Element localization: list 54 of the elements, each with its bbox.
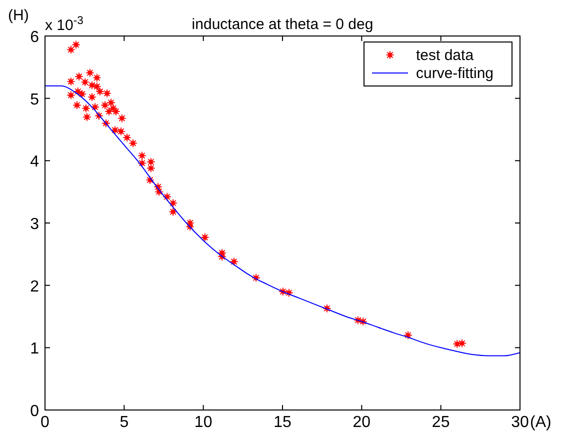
point (116, 127, 126, 136)
point (92, 82, 102, 91)
point (88, 92, 96, 102)
point (230, 257, 238, 266)
point (96, 87, 104, 96)
point (102, 89, 112, 98)
point (86, 68, 94, 78)
point (146, 164, 156, 172)
x-tick-label: 25 (432, 414, 450, 431)
point (74, 72, 84, 81)
chart-title: inductance at theta = 0 deg (192, 16, 374, 33)
point (200, 233, 210, 242)
x-tick-label: 10 (194, 414, 212, 431)
y-tick-label: 1 (30, 340, 40, 358)
point (104, 107, 114, 116)
point (138, 151, 146, 160)
line-series (45, 85, 520, 356)
point (88, 80, 96, 90)
x-tick-label: 20 (352, 414, 371, 431)
point (168, 207, 178, 216)
point (168, 198, 178, 208)
x-tick-label: 5 (120, 414, 129, 431)
point (106, 98, 116, 107)
point (146, 158, 156, 166)
point (72, 40, 80, 50)
point (66, 45, 76, 54)
point (80, 78, 90, 86)
point (66, 77, 76, 86)
legend-label: curve-fitting (416, 65, 494, 82)
point (100, 100, 110, 110)
point (82, 104, 90, 113)
y-tick-label: 5 (30, 91, 40, 108)
point (66, 90, 76, 100)
y-tick-label: 6 (30, 29, 40, 46)
y-tick-label: 3 (30, 216, 40, 233)
point (122, 133, 132, 142)
y-tick-label: 4 (30, 154, 40, 171)
y-tick-label: 2 (30, 278, 40, 296)
y-tick-label: 0 (30, 403, 40, 420)
x-axis-title: (A) (530, 414, 552, 431)
x-tick-label: 30 (511, 414, 529, 431)
point (92, 73, 102, 82)
x-tick-label: 15 (274, 414, 292, 431)
point (112, 107, 120, 116)
point (82, 112, 92, 122)
y-axis-title: (H) (8, 7, 29, 24)
point (452, 340, 462, 348)
point (118, 114, 126, 123)
point (128, 138, 138, 148)
x-tick-label: 0 (40, 414, 50, 431)
point (458, 339, 466, 348)
point (72, 100, 82, 110)
legend-label: test data (416, 47, 474, 64)
text: x 10$^{-3}$ (45, 15, 84, 34)
